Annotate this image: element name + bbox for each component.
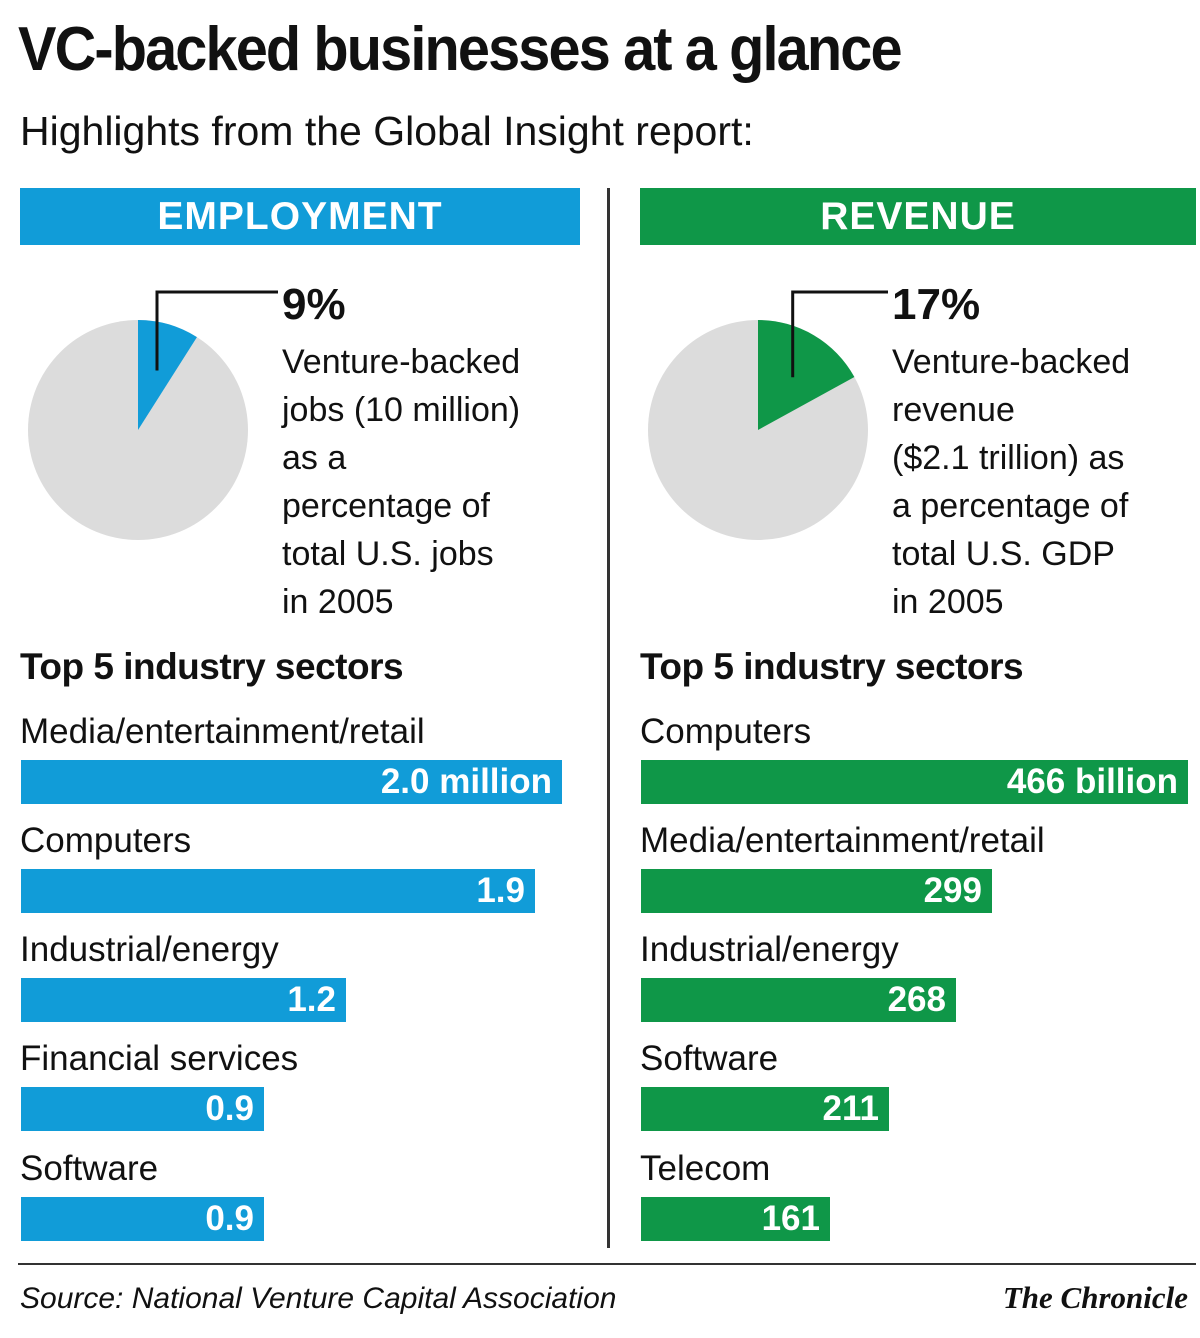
chart-subtitle: Highlights from the Global Insight repor… xyxy=(20,108,754,154)
employment-description-line: total U.S. jobs xyxy=(282,535,494,573)
revenue-description-line: ($2.1 trillion) as xyxy=(892,439,1125,477)
revenue-description-line: a percentage of xyxy=(892,487,1129,525)
revenue-percent: 17% xyxy=(892,280,981,329)
pie-leader-line xyxy=(155,290,278,371)
bar-category-label: Industrial/energy xyxy=(640,930,899,969)
revenue-sectors-title: Top 5 industry sectors xyxy=(640,646,1024,687)
revenue-bar: 299 xyxy=(641,869,992,913)
publisher-credit: The Chronicle xyxy=(1002,1280,1188,1315)
revenue-header: REVENUE xyxy=(640,188,1196,245)
employment-bar: 1.2 xyxy=(21,978,346,1022)
revenue-description-line: total U.S. GDP xyxy=(892,535,1115,573)
employment-bar-row: Computers 1.9 xyxy=(20,821,580,931)
bar-category-label: Media/entertainment/retail xyxy=(640,821,1045,860)
employment-description-line: as a xyxy=(282,439,347,477)
revenue-pie xyxy=(648,290,888,540)
employment-description: Venture-backed jobs (10 million) as a pe… xyxy=(282,338,582,626)
revenue-description-line: Venture-backed xyxy=(892,343,1131,381)
employment-bar-row: Software 0.9 xyxy=(20,1149,580,1259)
employment-bar-row: Media/entertainment/retail 2.0 million xyxy=(20,712,580,822)
employment-bar: 0.9 xyxy=(21,1087,264,1131)
employment-bar: 1.9 xyxy=(21,869,535,913)
revenue-bar: 466 billion xyxy=(641,760,1188,804)
source-note: Source: National Venture Capital Associa… xyxy=(20,1282,617,1315)
bar-category-label: Industrial/energy xyxy=(20,930,279,969)
revenue-bar-row: Industrial/energy 268 xyxy=(640,930,1196,1040)
employment-bar-row: Industrial/energy 1.2 xyxy=(20,930,580,1040)
employment-panel: EMPLOYMENT 9% Venture-backed jobs (10 mi… xyxy=(20,188,580,1248)
employment-percent: 9% xyxy=(282,280,346,329)
pie-highlight-slice xyxy=(138,320,197,430)
revenue-bar: 161 xyxy=(641,1197,830,1241)
pie-leader-line xyxy=(791,290,888,378)
revenue-bar-row: Media/entertainment/retail 299 xyxy=(640,821,1196,931)
revenue-description-line: revenue xyxy=(892,391,1015,429)
pie-highlight-slice xyxy=(758,320,855,430)
revenue-description-line: in 2005 xyxy=(892,583,1004,621)
column-divider xyxy=(607,188,610,1248)
bar-category-label: Financial services xyxy=(20,1039,299,1078)
employment-bar: 2.0 million xyxy=(21,760,562,804)
bar-category-label: Computers xyxy=(640,712,812,751)
revenue-bar: 211 xyxy=(641,1087,889,1131)
employment-bar: 0.9 xyxy=(21,1197,264,1241)
employment-description-line: percentage of xyxy=(282,487,490,525)
bar-category-label: Telecom xyxy=(640,1149,771,1188)
employment-bar-row: Financial services 0.9 xyxy=(20,1039,580,1149)
employment-description-line: jobs (10 million) xyxy=(282,391,521,429)
revenue-bar: 268 xyxy=(641,978,956,1022)
employment-header: EMPLOYMENT xyxy=(20,188,580,245)
employment-pie xyxy=(28,290,278,540)
footer-rule xyxy=(18,1263,1196,1265)
bar-category-label: Media/entertainment/retail xyxy=(20,712,425,751)
bar-category-label: Software xyxy=(640,1039,779,1078)
revenue-panel: REVENUE 17% Venture-backed revenue ($2.1… xyxy=(640,188,1196,1248)
bar-category-label: Software xyxy=(20,1149,159,1188)
employment-description-line: Venture-backed xyxy=(282,343,521,381)
revenue-description: Venture-backed revenue ($2.1 trillion) a… xyxy=(892,338,1192,626)
revenue-bar-row: Software 211 xyxy=(640,1039,1196,1149)
employment-description-line: in 2005 xyxy=(282,583,394,621)
revenue-bar-row: Telecom 161 xyxy=(640,1149,1196,1259)
employment-sectors-title: Top 5 industry sectors xyxy=(20,646,404,687)
chart-title: VC-backed businesses at a glance xyxy=(18,15,903,84)
revenue-bar-row: Computers 466 billion xyxy=(640,712,1196,822)
bar-category-label: Computers xyxy=(20,821,192,860)
